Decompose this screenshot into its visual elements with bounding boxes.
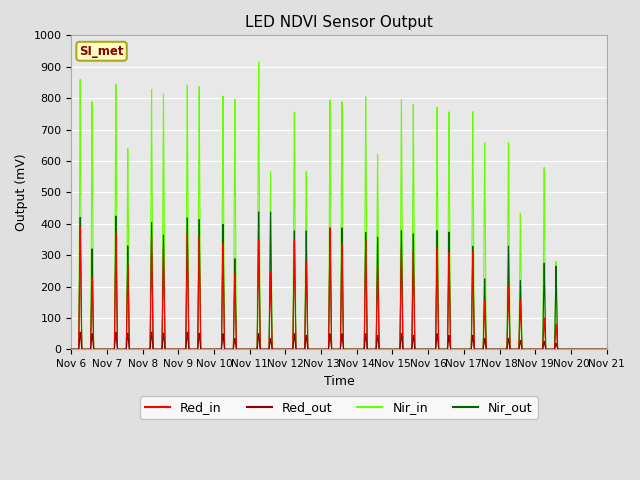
Legend: Red_in, Red_out, Nir_in, Nir_out: Red_in, Red_out, Nir_in, Nir_out: [140, 396, 538, 420]
Y-axis label: Output (mV): Output (mV): [15, 154, 28, 231]
Title: LED NDVI Sensor Output: LED NDVI Sensor Output: [245, 15, 433, 30]
X-axis label: Time: Time: [324, 374, 355, 387]
Text: SI_met: SI_met: [79, 45, 124, 58]
